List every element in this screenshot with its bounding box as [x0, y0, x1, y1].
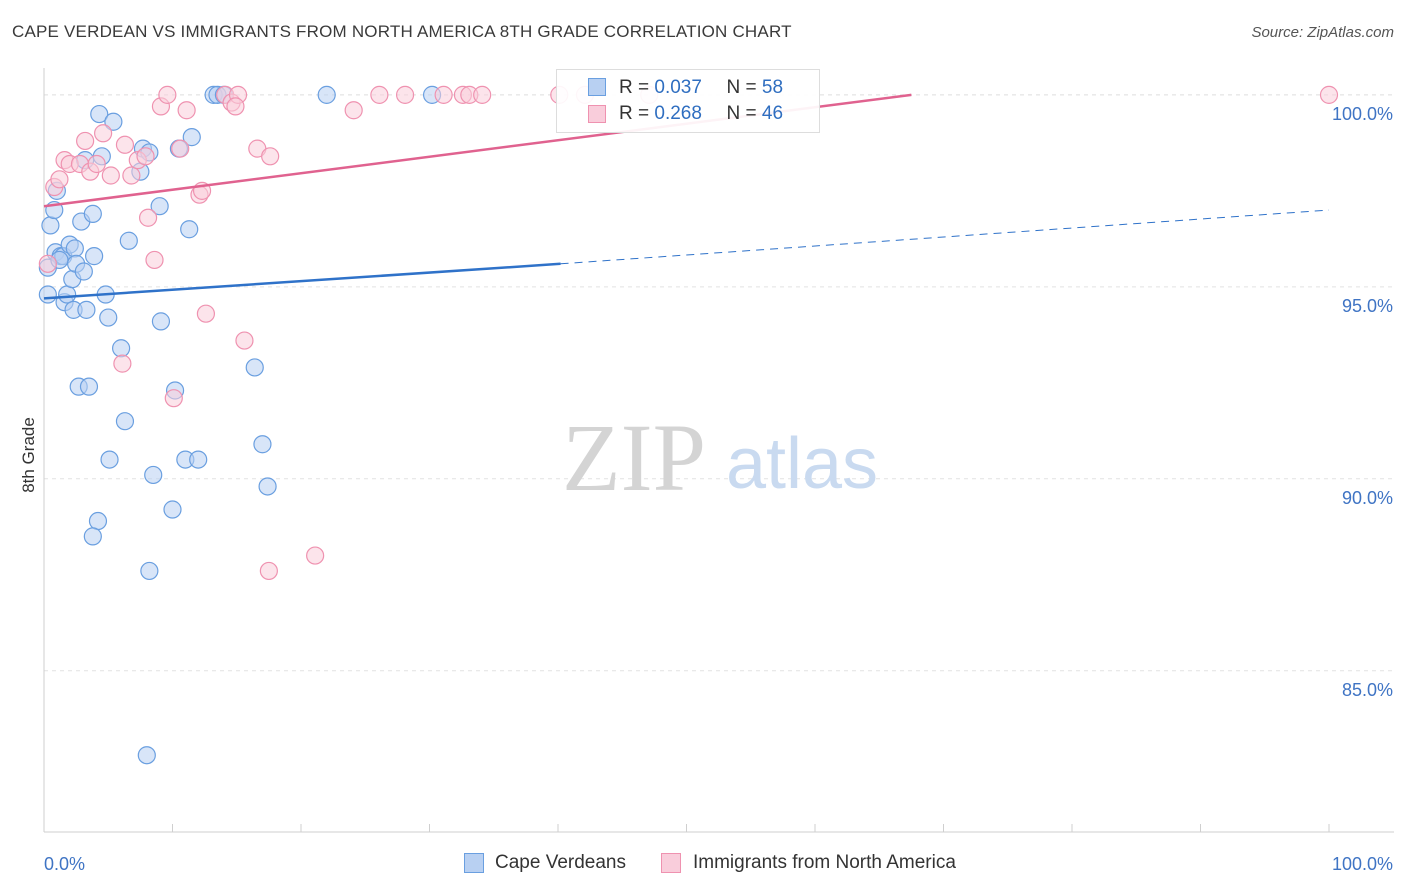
watermark: ZIP atlas	[562, 404, 878, 511]
point-cape-verdeans	[38, 285, 57, 304]
r-label: R =	[619, 77, 650, 98]
point-immigrants	[50, 170, 69, 189]
x-tick-label-start: 0.0%	[44, 854, 85, 874]
x-tick-label-end: 100.0%	[1332, 854, 1393, 874]
point-cape-verdeans	[100, 450, 119, 469]
source-label: Source: ZipAtlas.com	[1251, 24, 1394, 41]
point-immigrants	[395, 85, 415, 104]
y-tick-label: 100.0%	[1332, 104, 1393, 124]
point-cape-verdeans	[150, 197, 169, 216]
point-immigrants	[370, 85, 389, 104]
data-points	[38, 85, 1339, 765]
point-immigrants	[1319, 85, 1339, 104]
point-cape-verdeans	[258, 477, 277, 496]
point-immigrants	[158, 85, 177, 104]
point-immigrants	[94, 124, 113, 143]
point-immigrants	[76, 131, 95, 151]
y-axis-label: 8th Grade	[19, 417, 38, 493]
point-cape-verdeans	[144, 465, 163, 485]
point-cape-verdeans	[79, 377, 99, 396]
legend-swatch-cape-verdeans	[588, 78, 606, 96]
point-immigrants	[344, 101, 363, 120]
point-cape-verdeans	[58, 285, 77, 304]
point-immigrants	[259, 561, 278, 581]
point-immigrants	[171, 139, 190, 158]
point-immigrants	[177, 101, 196, 120]
watermark-atlas: atlas	[726, 424, 878, 504]
y-tick-label: 90.0%	[1342, 488, 1393, 508]
point-immigrants	[306, 546, 325, 565]
point-immigrants	[113, 354, 132, 373]
point-cape-verdeans	[119, 231, 138, 250]
y-tick-label: 85.0%	[1342, 680, 1393, 700]
point-cape-verdeans	[65, 239, 84, 258]
point-cape-verdeans	[163, 500, 182, 519]
point-immigrants	[136, 147, 155, 166]
y-tick-label: 95.0%	[1342, 296, 1393, 316]
r-value: 0.268	[654, 103, 702, 124]
point-cape-verdeans	[182, 128, 201, 147]
point-immigrants	[434, 85, 453, 104]
point-cape-verdeans	[74, 262, 93, 281]
point-immigrants	[87, 154, 106, 174]
point-cape-verdeans	[77, 300, 96, 319]
bottom-legend-cape-verdeans: Cape Verdeans	[495, 852, 626, 873]
point-cape-verdeans	[245, 358, 264, 377]
point-cape-verdeans	[111, 339, 131, 358]
point-immigrants	[115, 135, 135, 154]
chart-title: CAPE VERDEAN VS IMMIGRANTS FROM NORTH AM…	[12, 22, 792, 41]
point-cape-verdeans	[140, 561, 159, 581]
watermark-zip: ZIP	[562, 404, 706, 511]
bottom-legend-swatch-immigrants	[661, 853, 681, 873]
point-immigrants	[122, 166, 141, 185]
bottom-legend-swatch-cape-verdeans	[464, 853, 484, 873]
point-cape-verdeans	[83, 527, 102, 546]
point-cape-verdeans	[41, 216, 60, 235]
axis-labels: 100.0% 95.0% 90.0% 85.0% 0.0% 100.0% 8th Grade	[19, 104, 1393, 874]
stats-legend: R = 0.037 N = 58 R = 0.268 N = 46	[556, 69, 820, 133]
point-cape-verdeans	[104, 112, 123, 131]
legend-row-immigrants: R = 0.268 N = 46	[619, 103, 783, 125]
axes	[43, 68, 1394, 833]
n-label: N =	[726, 103, 757, 124]
n-label: N =	[726, 77, 757, 98]
trend-cape-verdeans	[43, 262, 561, 300]
point-immigrants	[38, 254, 57, 273]
n-value: 46	[761, 103, 784, 124]
point-cape-verdeans	[317, 85, 336, 104]
n-value: 58	[761, 77, 784, 98]
point-immigrants	[261, 147, 280, 166]
point-cape-verdeans	[115, 412, 135, 431]
point-cape-verdeans	[88, 511, 108, 531]
point-cape-verdeans	[189, 450, 208, 469]
trend-cape-verdeans-extension	[560, 209, 1330, 265]
point-immigrants	[473, 85, 492, 104]
point-immigrants	[101, 166, 120, 185]
point-cape-verdeans	[99, 308, 118, 327]
point-immigrants	[164, 389, 183, 408]
point-cape-verdeans	[151, 312, 171, 331]
point-immigrants	[138, 208, 158, 227]
point-cape-verdeans	[85, 247, 104, 266]
point-cape-verdeans	[253, 435, 272, 454]
point-cape-verdeans	[90, 104, 109, 124]
point-cape-verdeans	[180, 220, 199, 239]
legend-row-cape-verdeans: R = 0.037 N = 58	[619, 77, 783, 99]
bottom-legend-immigrants: Immigrants from North America	[693, 852, 956, 873]
point-cape-verdeans	[83, 204, 102, 223]
point-immigrants	[226, 97, 245, 116]
point-immigrants	[145, 250, 164, 270]
legend-swatch-immigrants	[588, 105, 606, 123]
r-label: R =	[619, 103, 650, 124]
r-value: 0.037	[654, 77, 702, 98]
point-cape-verdeans	[137, 746, 156, 765]
point-immigrants	[196, 304, 216, 323]
point-immigrants	[235, 331, 254, 350]
